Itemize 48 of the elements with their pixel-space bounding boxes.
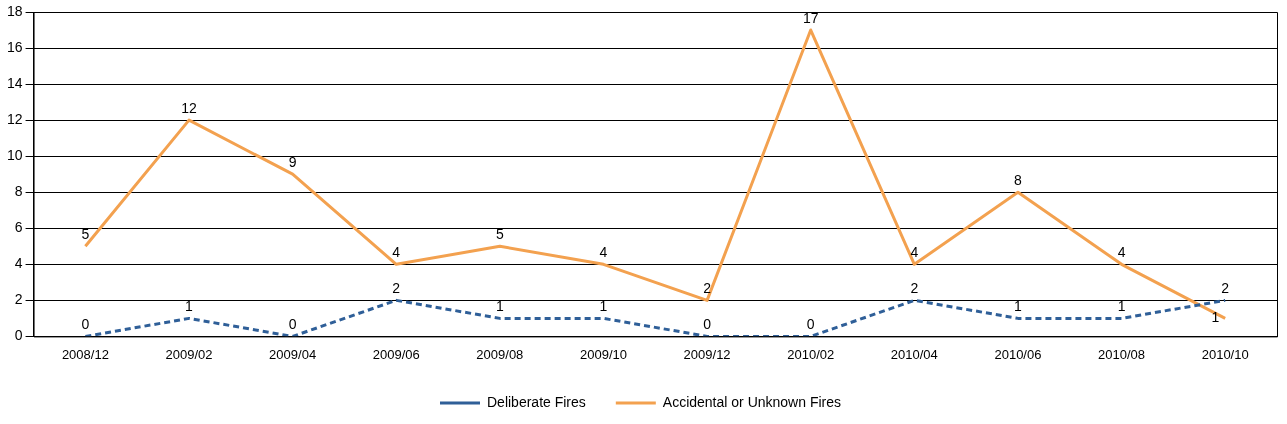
- x-tick-label: 2010/10: [1201, 346, 1249, 362]
- x-tick-label: 2010/02: [787, 346, 835, 362]
- y-tick-label: 6: [14, 219, 23, 236]
- x-tick-label: 2008/12: [61, 346, 109, 362]
- x-tick-label: 2010/08: [1098, 346, 1146, 362]
- y-tick-label: 18: [6, 2, 23, 19]
- data-label: 4: [1117, 244, 1126, 261]
- data-label: 9: [288, 154, 297, 171]
- data-label: 2: [703, 280, 712, 297]
- y-tick-label: 0: [14, 327, 23, 344]
- legend-label: Accidental or Unknown Fires: [662, 393, 841, 410]
- data-label: 17: [802, 9, 819, 26]
- data-label: 1: [1014, 298, 1023, 315]
- data-label: 0: [288, 316, 297, 333]
- data-label: 4: [392, 244, 401, 261]
- y-tick-label: 4: [14, 255, 23, 272]
- data-label: 12: [181, 99, 197, 116]
- x-tick-label: 2009/06: [372, 346, 420, 362]
- x-tick-label: 2009/10: [579, 346, 627, 362]
- data-label: 2: [1221, 280, 1230, 297]
- data-label: 2: [392, 280, 401, 297]
- data-label: 0: [81, 316, 90, 333]
- y-tick-label: 10: [6, 147, 23, 164]
- legend-label: Deliberate Fires: [487, 393, 586, 410]
- x-tick-label: 2010/06: [994, 346, 1042, 362]
- y-tick-label: 2: [14, 291, 23, 308]
- data-label: 1: [599, 298, 608, 315]
- data-label: 8: [1014, 172, 1023, 189]
- x-tick-label: 2009/12: [683, 346, 731, 362]
- x-tick-label: 2009/02: [165, 346, 213, 362]
- data-label: 4: [910, 244, 919, 261]
- data-label: 1: [1211, 309, 1220, 326]
- x-tick-label: 2009/08: [476, 346, 524, 362]
- data-label: 4: [599, 244, 608, 261]
- x-tick-label: 2010/04: [890, 346, 938, 362]
- y-tick-label: 8: [14, 183, 23, 200]
- data-label: 1: [185, 298, 194, 315]
- data-label: 1: [1117, 298, 1126, 315]
- y-tick-label: 16: [6, 38, 23, 55]
- y-tick-label: 14: [6, 74, 23, 91]
- x-tick-label: 2009/04: [269, 346, 317, 362]
- data-label: 0: [703, 316, 712, 333]
- y-tick-label: 12: [6, 110, 23, 127]
- data-label: 1: [495, 298, 504, 315]
- data-label: 5: [495, 226, 504, 243]
- data-label: 2: [910, 280, 919, 297]
- data-label: 0: [806, 316, 815, 333]
- data-label: 5: [81, 226, 90, 243]
